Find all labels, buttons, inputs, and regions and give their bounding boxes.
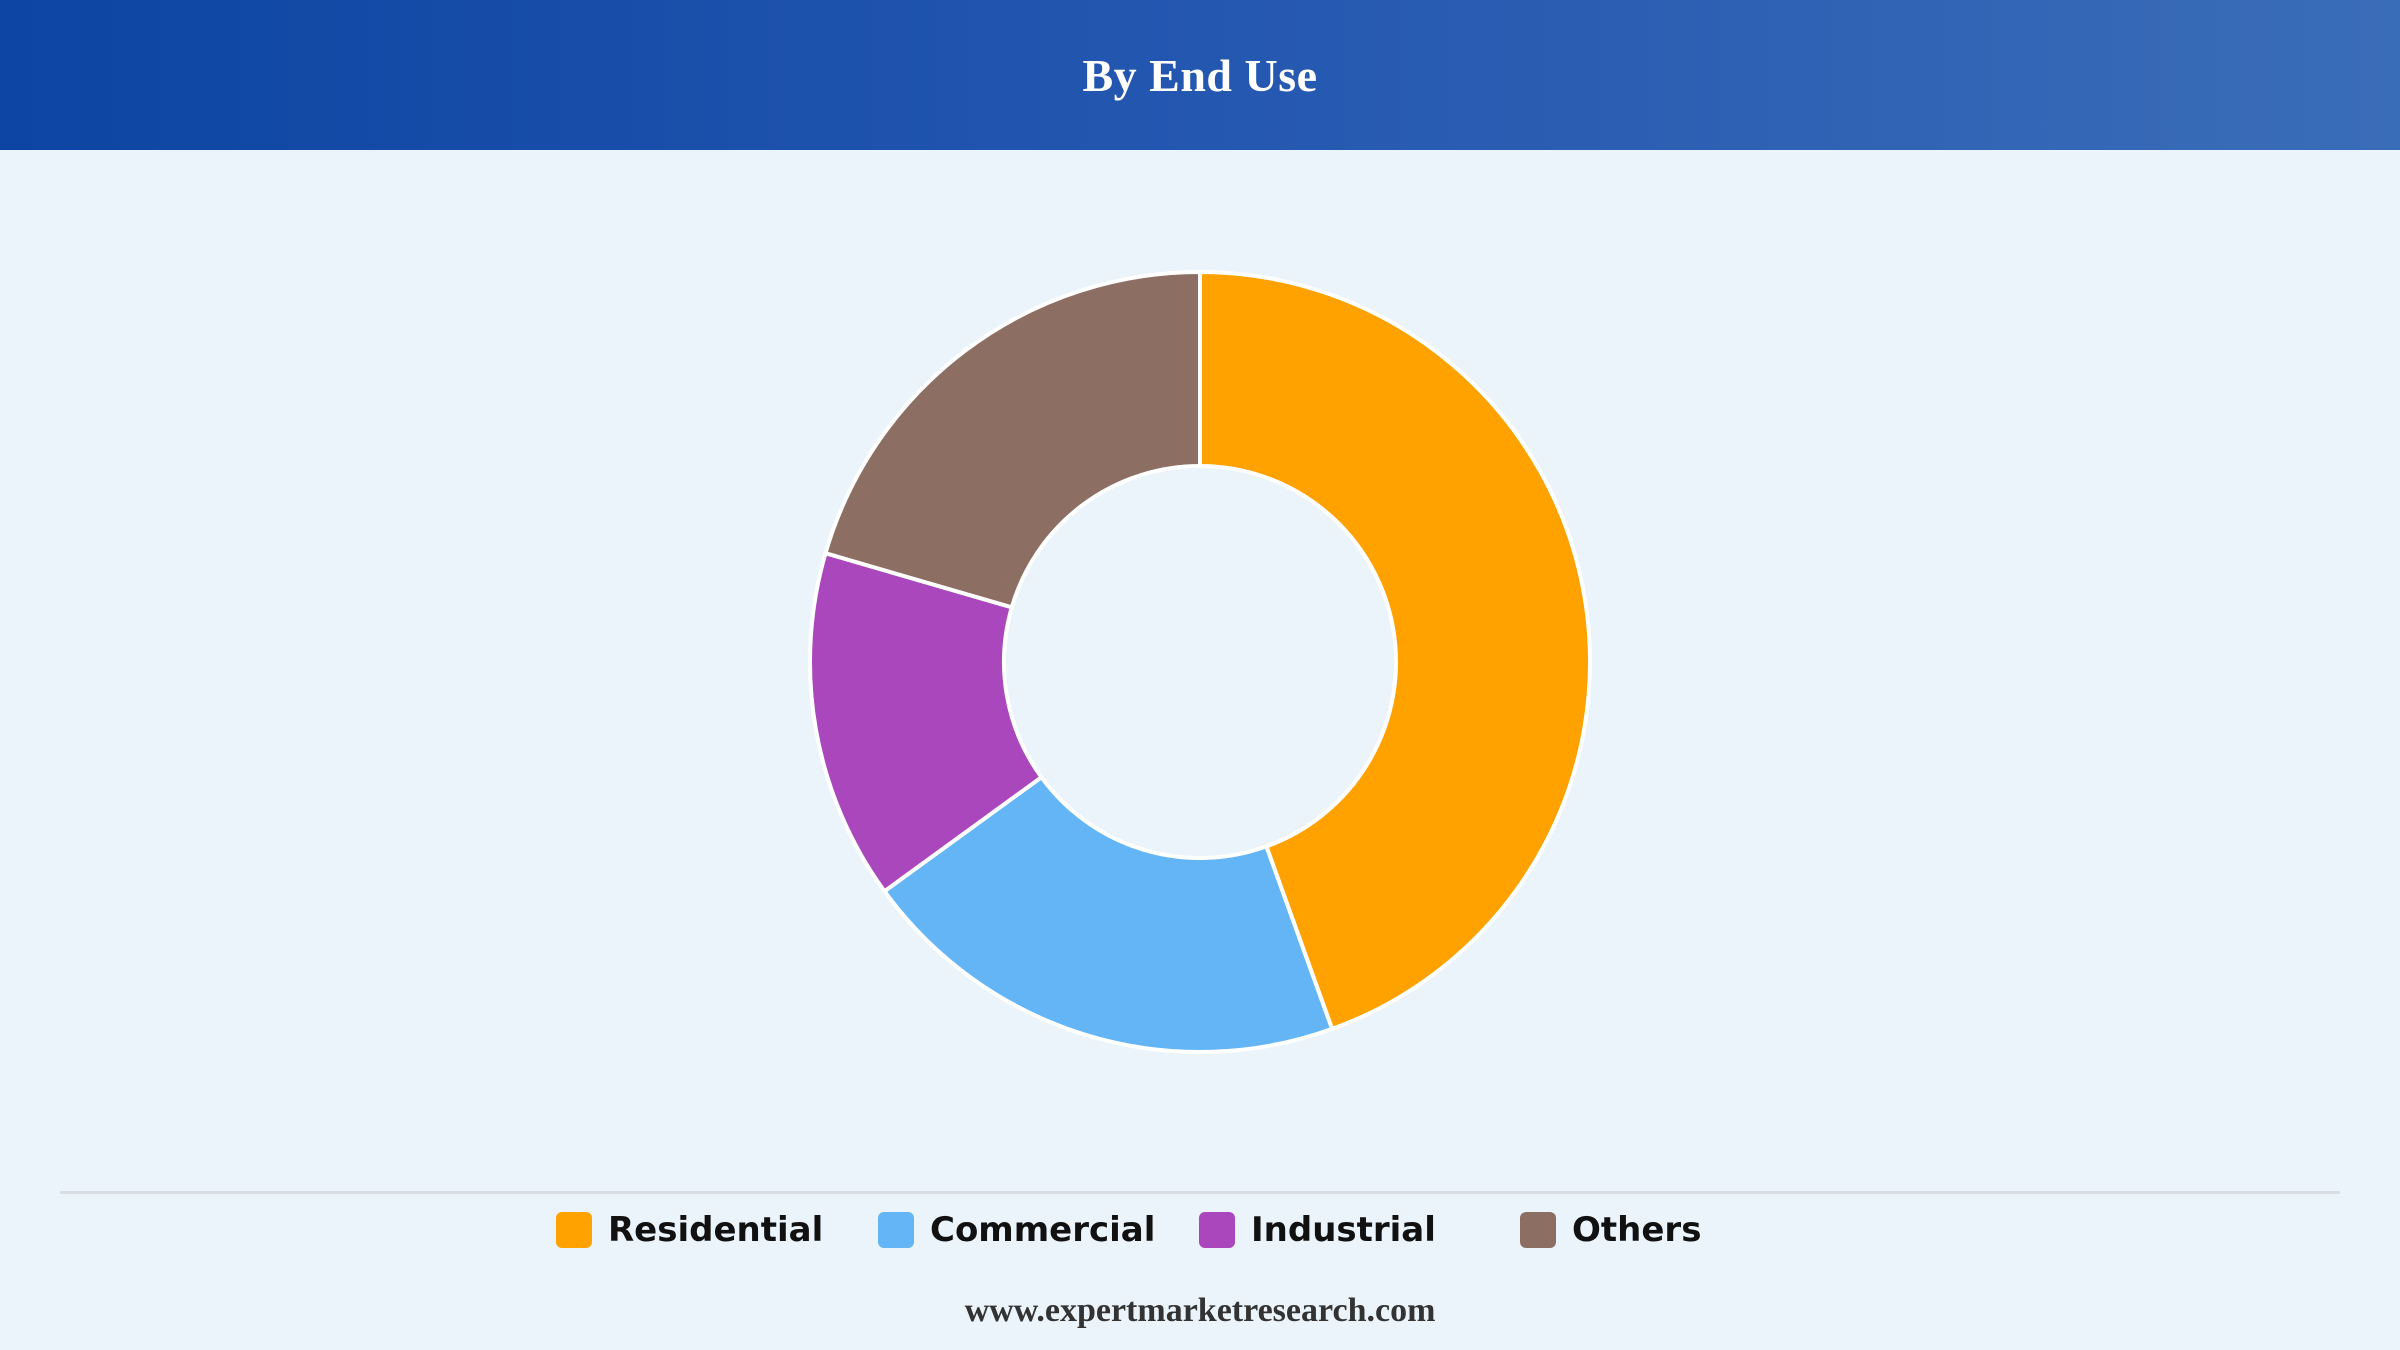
donut-chart-svg: [808, 269, 1592, 1054]
legend-swatch: [556, 1212, 592, 1248]
footer-url: www.expertmarketresearch.com: [964, 1292, 1436, 1329]
legend-label: Others: [1572, 1210, 1702, 1250]
slice-commercial: [881, 774, 1335, 1054]
slice-others: [823, 269, 1202, 610]
chart-legend: Residential Commercial Industrial Others: [0, 1200, 2400, 1260]
header-banner: By End Use: [0, 0, 2400, 150]
page-title: By End Use: [1082, 49, 1318, 101]
donut-chart: [0, 150, 2400, 1190]
legend-item-residential: Residential: [556, 1200, 823, 1260]
legend-label: Industrial: [1251, 1210, 1436, 1250]
slice-industrial: [808, 550, 1045, 895]
legend-label: Commercial: [930, 1210, 1156, 1250]
legend-label: Residential: [608, 1210, 824, 1250]
legend-swatch: [1199, 1212, 1235, 1248]
slice-residential: [1198, 269, 1592, 1032]
legend-item-commercial: Commercial: [878, 1200, 1155, 1260]
legend-swatch: [1520, 1212, 1556, 1248]
legend-item-others: Others: [1520, 1200, 1701, 1260]
legend-divider: [60, 1191, 2340, 1194]
legend-swatch: [878, 1212, 914, 1248]
legend-item-industrial: Industrial: [1199, 1200, 1436, 1260]
